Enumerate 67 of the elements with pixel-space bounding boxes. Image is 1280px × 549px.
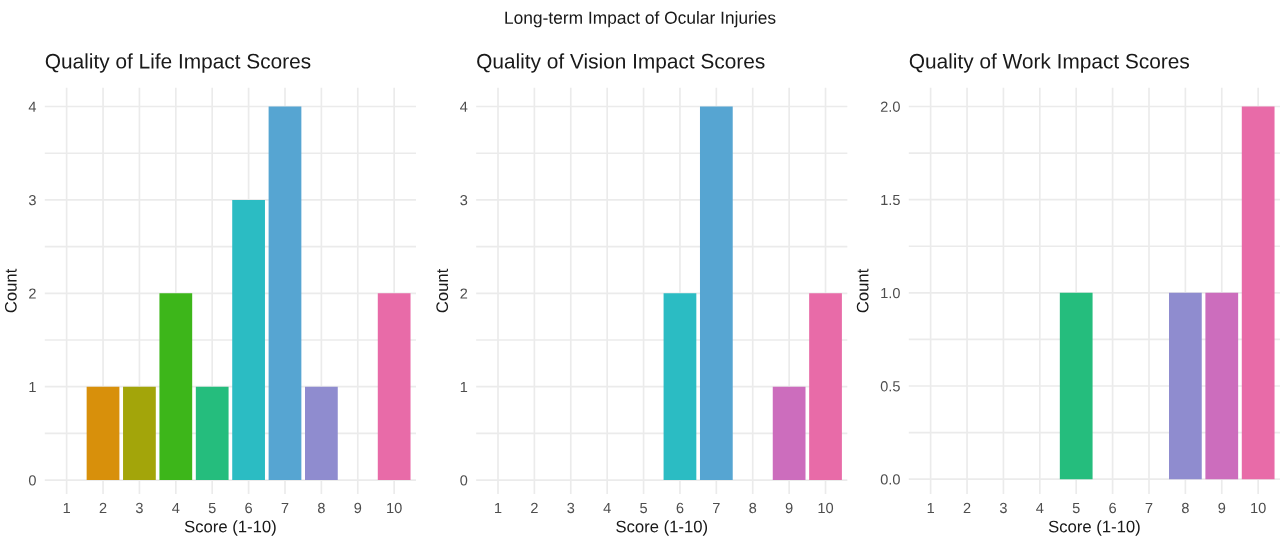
x-tick-label: 4 xyxy=(172,502,180,513)
x-tick-label: 1 xyxy=(495,502,502,513)
bar xyxy=(699,106,733,481)
y-tick-label: 1 xyxy=(460,381,468,392)
y-tick-label: 4 xyxy=(460,101,468,112)
x-tick-label: 10 xyxy=(1251,502,1266,514)
y-tick-label: 4 xyxy=(28,101,37,112)
x-tick-label: 9 xyxy=(1218,502,1226,514)
chart-title: Quality of Life Impact Scores xyxy=(45,53,311,73)
x-axis-title: Score (1-10) xyxy=(184,520,276,536)
x-tick-label: 3 xyxy=(567,502,575,514)
y-tick-label: 2 xyxy=(29,288,36,299)
x-tick-label: 4 xyxy=(1036,502,1044,513)
x-tick-label: 6 xyxy=(1109,502,1117,514)
bar xyxy=(305,386,338,481)
x-tick-label: 9 xyxy=(785,502,793,514)
y-tick-label: 0 xyxy=(460,475,468,486)
text: Long-term Impact of Ocular Injuries xyxy=(505,11,776,28)
bar xyxy=(195,386,229,481)
x-tick-label: 3 xyxy=(135,502,143,514)
x-tick-label: 10 xyxy=(387,502,402,514)
x-tick-label: 7 xyxy=(281,502,289,513)
x-tick-label: 6 xyxy=(245,502,253,514)
bar xyxy=(772,386,806,481)
bar xyxy=(86,386,120,481)
x-tick-label: 2 xyxy=(963,502,971,513)
y-tick-label: 1 xyxy=(29,381,36,392)
chart-title: Quality of Vision Impact Scores xyxy=(477,53,765,73)
y-tick-label: 0.5 xyxy=(880,381,900,392)
bar xyxy=(232,199,265,481)
bar xyxy=(809,293,842,481)
x-tick-label: 10 xyxy=(818,502,834,514)
y-tick-label: 1.5 xyxy=(881,194,900,206)
y-tick-label: 0 xyxy=(28,475,36,486)
x-tick-label: 6 xyxy=(676,502,684,514)
x-tick-label: 2 xyxy=(531,502,538,513)
y-tick-label: 0.0 xyxy=(880,474,900,485)
bar xyxy=(123,386,156,481)
x-tick-label: 8 xyxy=(1181,502,1189,514)
y-tick-label: 2.0 xyxy=(880,101,900,112)
bar xyxy=(663,293,697,481)
x-tick-label: 8 xyxy=(749,502,757,514)
x-tick-label: 5 xyxy=(208,502,216,514)
bar xyxy=(268,106,302,481)
x-axis-title: Score (1-10) xyxy=(1048,520,1140,536)
x-tick-label: 5 xyxy=(1072,502,1080,514)
x-tick-label: 7 xyxy=(1145,502,1153,513)
y-axis-title: Count xyxy=(436,268,449,313)
x-tick-label: 1 xyxy=(927,502,934,513)
x-tick-label: 3 xyxy=(999,502,1007,514)
x-tick-label: 9 xyxy=(354,502,362,514)
bar xyxy=(377,293,411,481)
x-tick-label: 1 xyxy=(63,502,70,513)
y-axis-title: Count xyxy=(856,268,869,313)
x-axis-title: Score (1-10) xyxy=(616,520,708,536)
x-tick-label: 2 xyxy=(99,502,107,513)
y-tick-label: 3 xyxy=(460,195,468,206)
x-tick-label: 7 xyxy=(713,502,720,513)
bar xyxy=(159,293,193,481)
y-tick-label: 3 xyxy=(28,195,36,206)
x-tick-label: 8 xyxy=(317,502,325,514)
y-tick-label: 1.0 xyxy=(881,287,900,299)
x-tick-label: 4 xyxy=(603,502,611,513)
x-tick-label: 5 xyxy=(640,502,648,514)
y-axis-title: Count xyxy=(4,268,17,313)
y-tick-label: 2 xyxy=(460,288,468,299)
chart-title: Quality of Work Impact Scores xyxy=(909,53,1190,73)
